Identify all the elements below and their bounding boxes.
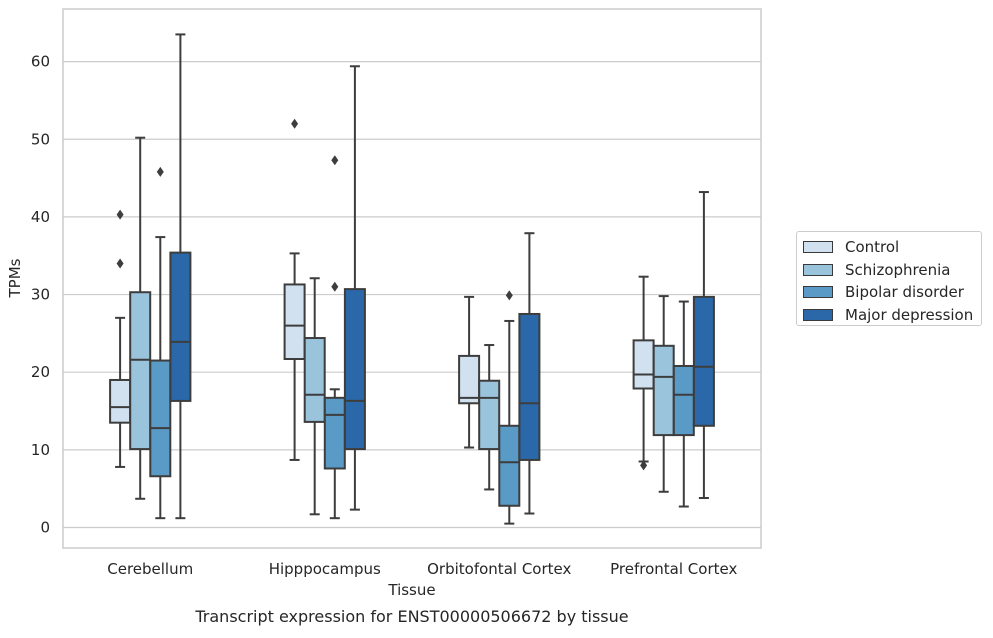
y-tick-label: 30 [31, 286, 50, 304]
outlier-point [640, 460, 648, 471]
y-tick-label: 10 [31, 441, 50, 459]
box-group [149, 166, 172, 520]
legend-label: Bipolar disorder [845, 283, 964, 302]
legend-swatch [803, 308, 833, 321]
box-iqr [303, 337, 326, 423]
box-iqr [129, 291, 152, 451]
legend-swatch [803, 263, 833, 276]
outlier-point [156, 166, 164, 177]
box-iqr [169, 251, 192, 402]
box-iqr [283, 283, 306, 360]
outlier-point [116, 209, 124, 220]
outlier-point [505, 290, 513, 301]
box-iqr [323, 396, 346, 470]
box-group [652, 295, 675, 493]
y-axis-label: TPMs [6, 258, 24, 298]
legend-item: Major depression [803, 304, 981, 327]
y-tick-label: 20 [31, 363, 50, 381]
legend-label: Schizophrenia [845, 260, 951, 279]
x-axis-label: Tissue [387, 581, 435, 599]
box-group [283, 118, 306, 461]
x-axis-ticks: Cerebellum Hipppocampus Orbitofontal Corte… [107, 560, 737, 578]
box-group [672, 300, 695, 508]
box-iqr [478, 379, 501, 451]
outlier-point [331, 155, 339, 166]
y-tick-label: 0 [40, 519, 50, 537]
legend-label: Major depression [845, 305, 974, 324]
box-iqr [343, 288, 366, 451]
x-tick-label: Prefrontal Cortex [610, 560, 737, 578]
box-group [169, 33, 192, 520]
chart-caption: Transcript expression for ENST0000050667… [194, 607, 628, 626]
box-iqr [458, 354, 481, 405]
box-group [692, 191, 715, 499]
box-iqr [498, 424, 521, 507]
box-group [343, 65, 366, 511]
box-group [323, 155, 346, 520]
y-tick-label: 50 [31, 130, 50, 148]
x-tick-label: Cerebellum [107, 560, 193, 578]
box-group [478, 344, 501, 491]
box-group [518, 232, 541, 515]
box-iqr [632, 339, 655, 390]
legend-swatch [803, 286, 833, 299]
box-iqr [652, 344, 675, 437]
box-plots [109, 33, 715, 525]
legend-label: Control [845, 238, 900, 257]
y-tick-label: 40 [31, 208, 50, 226]
box-iqr [518, 312, 541, 461]
x-tick-label: Orbitofontal Cortex [427, 560, 571, 578]
legend-swatch [803, 241, 833, 254]
outlier-point [331, 281, 339, 292]
box-iqr [149, 359, 172, 478]
box-group [632, 275, 655, 471]
outlier-point [116, 258, 124, 269]
legend: Control Schizophrenia Bipolar disorder Majo… [796, 231, 982, 326]
legend-item: Schizophrenia [803, 259, 981, 282]
y-tick-label: 60 [31, 53, 50, 71]
box-iqr [109, 378, 132, 424]
y-axis-ticks: 0 10 20 30 40 50 60 [31, 53, 50, 537]
outlier-point [291, 118, 299, 129]
box-group [303, 277, 326, 516]
legend-item: Bipolar disorder [803, 281, 981, 304]
legend-item: Control [803, 236, 981, 259]
box-group [498, 290, 521, 525]
box-group [109, 209, 132, 468]
box-iqr [692, 295, 715, 427]
plot-frame [62, 8, 762, 549]
box-iqr [672, 364, 695, 437]
box-group [458, 295, 481, 449]
x-tick-label: Hipppocampus [269, 560, 381, 578]
box-group [129, 136, 152, 500]
